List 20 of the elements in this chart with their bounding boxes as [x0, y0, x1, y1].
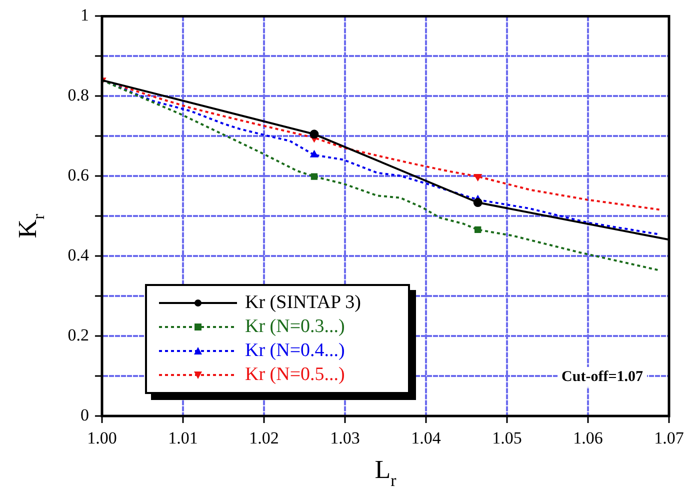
y-tick-label: 0.2: [68, 326, 89, 345]
y-tick-label: 0: [80, 405, 89, 424]
y-tick-label: 0.6: [68, 166, 89, 185]
x-tick-label: 1.05: [492, 428, 522, 448]
y-tick-label: 1: [80, 6, 89, 25]
x-tick-label: 1.04: [411, 428, 442, 448]
x-tick-label: 1.02: [249, 428, 279, 448]
x-tick-label: 1.00: [87, 428, 117, 448]
x-tick-label: 1.03: [330, 428, 360, 448]
x-tick-label: 1.06: [573, 428, 603, 448]
legend-label: Kr (N=0.5...): [245, 364, 345, 386]
y-axis-title: Kr: [13, 214, 48, 238]
x-tick-label: 1.07: [654, 428, 684, 448]
y-tick-label: 0.8: [68, 86, 89, 105]
legend-label: Kr (N=0.3...): [245, 316, 345, 338]
legend-label: Kr (N=0.4...): [245, 340, 345, 362]
annotation: Cut-off=1.07: [562, 368, 644, 385]
x-tick-label: 1.01: [168, 428, 198, 448]
legend-label: Kr (SINTAP 3): [245, 292, 361, 314]
y-tick-label: 0.4: [68, 246, 90, 265]
